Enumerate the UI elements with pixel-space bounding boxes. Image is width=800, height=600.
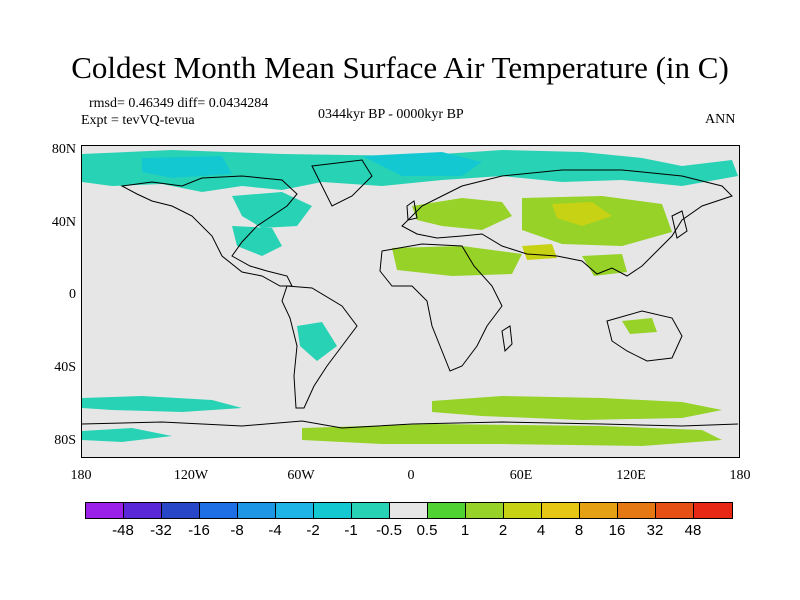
y-tick-label: 0 xyxy=(69,287,76,302)
x-tick-label: 60E xyxy=(509,468,533,483)
x-tick-label: 120E xyxy=(616,468,646,483)
colorbar-box xyxy=(238,503,276,518)
x-tick-label: 180 xyxy=(70,468,92,483)
colorbar-label: 8 xyxy=(574,522,584,539)
antarctic-warm-band xyxy=(302,424,722,446)
greenland-coast xyxy=(311,159,373,207)
anomaly-strong-warm-regions xyxy=(522,202,612,260)
x-tick-label: 120W xyxy=(173,468,209,483)
samerica-cold-patch xyxy=(297,322,337,361)
colorbar-box xyxy=(124,503,162,518)
x-tick-label: 180 xyxy=(729,468,751,483)
colorbar-label: 16 xyxy=(608,522,626,539)
map-title: Coldest Month Mean Surface Air Temperatu… xyxy=(71,50,729,85)
colorbar-box xyxy=(162,503,200,518)
x-tick-label: 60W xyxy=(287,468,315,483)
stats-label: rmsd= 0.46349 diff= 0.0434284 xyxy=(89,96,269,111)
arctic-deep-cold xyxy=(362,152,482,176)
japan-coast xyxy=(671,210,688,239)
southern-ocean-cold-band xyxy=(82,396,242,412)
coastlines xyxy=(82,159,738,429)
colorbar-label: -32 xyxy=(150,522,172,539)
colorbar-label: 2 xyxy=(498,522,508,539)
colorbar-label: -1 xyxy=(344,522,358,539)
colorbar-box xyxy=(504,503,542,518)
australia-coast xyxy=(606,310,683,362)
colorbar-label: 32 xyxy=(646,522,664,539)
colorbar-box xyxy=(618,503,656,518)
us-east-cold-patch xyxy=(232,226,282,256)
north-america-coast xyxy=(120,175,298,287)
colorbar-box xyxy=(428,503,466,518)
y-tick-label: 40S xyxy=(54,360,76,375)
colorbar-label: -16 xyxy=(188,522,210,539)
southern-warm-band xyxy=(432,396,722,420)
y-tick-label: 80N xyxy=(51,142,76,157)
colorbar-box xyxy=(694,503,732,518)
australia-warm-patch xyxy=(622,318,657,334)
colorbar-label: -48 xyxy=(112,522,134,539)
colorbar-box xyxy=(656,503,694,518)
europe-warm-patch xyxy=(412,198,512,230)
antarctic-cold-patch xyxy=(82,428,172,442)
colorbar-label: -4 xyxy=(268,522,282,539)
map-svg xyxy=(82,150,738,446)
colorbar-box xyxy=(86,503,124,518)
y-tick-label: 80S xyxy=(54,433,76,448)
greenland-deep-cold xyxy=(142,156,232,178)
colorbar-box xyxy=(200,503,238,518)
colorbar-label: -2 xyxy=(306,522,320,539)
colorbar-box xyxy=(466,503,504,518)
season-label: ANN xyxy=(705,112,736,127)
anomaly-cold-regions xyxy=(82,150,738,442)
colorbar-box xyxy=(390,503,428,518)
asia-strong-warm xyxy=(552,202,612,226)
experiment-label: Expt = tevVQ-tevua xyxy=(81,113,195,128)
anomaly-deep-cold-regions xyxy=(142,152,482,178)
colorbar-box xyxy=(542,503,580,518)
colorbar-box xyxy=(314,503,352,518)
colorbar-label: 0.5 xyxy=(416,522,438,539)
madagascar-coast xyxy=(501,325,513,353)
canada-cold-patch xyxy=(232,192,312,228)
colorbar-label: 1 xyxy=(460,522,470,539)
colorbar-label: 48 xyxy=(684,522,702,539)
anomaly-warm-regions xyxy=(302,196,722,446)
map-plot-area xyxy=(81,145,740,458)
colorbar-label: -0.5 xyxy=(376,522,402,539)
colorbar-box xyxy=(352,503,390,518)
colorbar-label: -8 xyxy=(230,522,244,539)
x-tick-label: 0 xyxy=(407,468,415,483)
colorbar-box xyxy=(580,503,618,518)
mideast-strong-warm xyxy=(522,244,557,260)
africa-coast xyxy=(379,243,503,372)
eurasia-coast xyxy=(401,169,733,277)
colorbar-label: 4 xyxy=(536,522,546,539)
south-america-coast xyxy=(281,285,358,409)
colorbar-box xyxy=(276,503,314,518)
period-label: 0344kyr BP - 0000kyr BP xyxy=(318,107,464,122)
sahara-warm-patch xyxy=(392,246,522,276)
uk-coast xyxy=(406,200,418,221)
colorbar xyxy=(85,502,733,519)
y-tick-label: 40N xyxy=(51,215,76,230)
antarctica-coast xyxy=(82,420,738,429)
